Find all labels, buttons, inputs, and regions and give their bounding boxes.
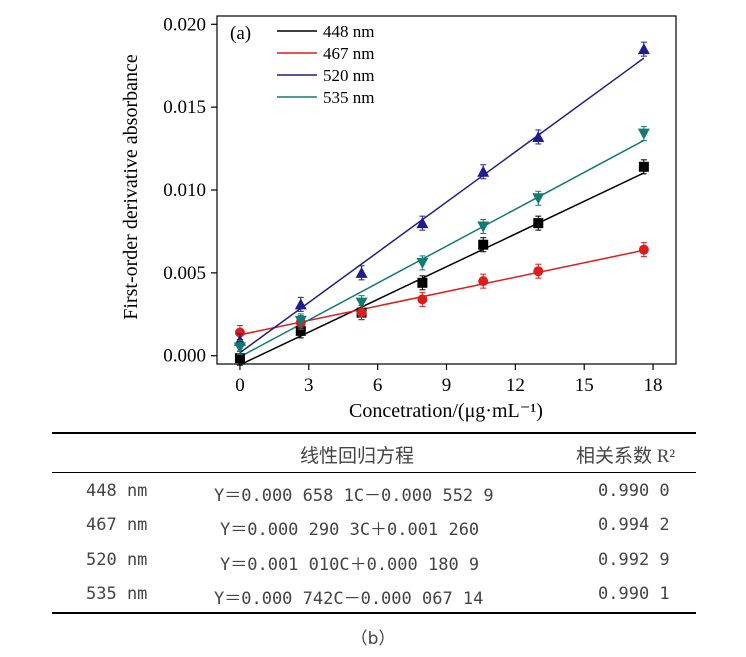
data-point-467-nm xyxy=(417,291,428,307)
data-point-535-nm xyxy=(532,190,545,206)
panel-label: (a) xyxy=(230,23,251,44)
fit-line-535-nm xyxy=(239,139,645,358)
data-point-535-nm xyxy=(477,218,490,234)
data-point-448-nm xyxy=(638,159,649,175)
legend-label: 467 nm xyxy=(323,44,374,63)
data-point-448-nm xyxy=(417,275,428,291)
x-tick-label: 3 xyxy=(304,375,314,396)
row-wavelength: 535 nm xyxy=(86,584,148,604)
data-point-520-nm xyxy=(355,265,368,281)
data-point-448-nm xyxy=(478,237,489,253)
data-point-467-nm xyxy=(478,273,489,289)
x-tick-label: 12 xyxy=(506,375,525,396)
y-axis-label: First-order derivative absorbance xyxy=(120,54,142,320)
y-tick-label: 0.005 xyxy=(163,263,206,284)
row-r2: 0.990 1 xyxy=(598,584,670,604)
row-r2: 0.994 2 xyxy=(598,515,670,535)
table-header-equation: 线性回归方程 xyxy=(300,445,415,467)
data-point-448-nm xyxy=(533,215,544,231)
x-tick-label: 6 xyxy=(373,375,383,396)
data-point-520-nm xyxy=(637,41,650,57)
legend: 448 nm 467 nm 520 nm 535 nm xyxy=(277,22,374,107)
x-tick-label: 15 xyxy=(575,375,594,396)
data-point-535-nm xyxy=(637,126,650,142)
legend-entry-535-nm: 535 nm xyxy=(277,88,374,107)
row-r2: 0.992 9 xyxy=(598,550,670,570)
panel-caption: （b） xyxy=(350,629,396,649)
table-header-r2: 相关系数 R² xyxy=(576,446,676,467)
table-top-rule xyxy=(52,432,696,434)
row-wavelength: 467 nm xyxy=(86,515,148,535)
y-tick-label: 0.020 xyxy=(163,14,206,35)
data-point-520-nm xyxy=(416,215,429,231)
data-point-535-nm xyxy=(416,255,429,271)
x-tick-label: 0 xyxy=(235,375,245,396)
table-bottom-rule xyxy=(52,612,696,614)
y-tick-label: 0.010 xyxy=(163,180,206,201)
legend-entry-467-nm: 467 nm xyxy=(277,44,374,63)
data-point-520-nm xyxy=(532,129,545,145)
data-point-535-nm xyxy=(294,313,307,329)
legend-label: 520 nm xyxy=(323,66,374,85)
row-wavelength: 520 nm xyxy=(86,550,148,570)
row-r2: 0.990 0 xyxy=(598,481,670,501)
y-tick-label: 0.015 xyxy=(163,97,206,118)
x-axis-label: Concetration/(μg·mL⁻¹) xyxy=(349,400,543,422)
fit-line-448-nm xyxy=(239,172,645,366)
legend-entry-448-nm: 448 nm xyxy=(277,22,374,41)
row-equation: Y＝0.000 742C－0.000 067 14 xyxy=(214,589,484,609)
data-point-520-nm xyxy=(294,296,307,312)
legend-label: 535 nm xyxy=(323,88,374,107)
row-wavelength: 448 nm xyxy=(86,481,148,501)
x-tick-label: 9 xyxy=(442,375,452,396)
data-point-467-nm xyxy=(638,242,649,258)
data-point-520-nm xyxy=(477,164,490,180)
legend-label: 448 nm xyxy=(323,22,374,41)
x-tick-label: 18 xyxy=(644,375,663,396)
row-equation: Y＝0.000 290 3C＋0.001 260 xyxy=(220,520,480,540)
table-header-rule xyxy=(52,472,696,473)
data-point-535-nm xyxy=(233,339,246,355)
data-point-467-nm xyxy=(533,263,544,279)
data-point-535-nm xyxy=(355,295,368,311)
y-tick-label: 0.000 xyxy=(163,346,206,367)
row-equation: Y＝0.000 658 1C－0.000 552 9 xyxy=(214,486,494,506)
fit-line-520-nm xyxy=(239,57,645,354)
legend-entry-520-nm: 520 nm xyxy=(277,66,374,85)
row-equation: Y＝0.001 010C＋0.000 180 9 xyxy=(220,555,480,575)
